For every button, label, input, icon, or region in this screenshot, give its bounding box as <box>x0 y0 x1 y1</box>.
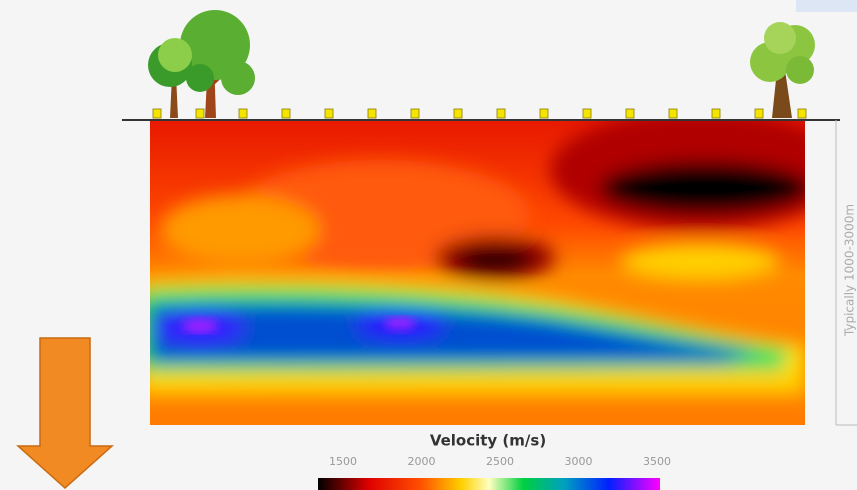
geophone <box>754 108 764 119</box>
geophone <box>711 108 721 119</box>
geophone <box>238 108 248 119</box>
depth-note: Typically 1000-3000m <box>843 204 857 337</box>
colorbar-tick-label: 3000 <box>565 455 593 468</box>
geophone <box>582 108 592 119</box>
geophone <box>324 108 334 119</box>
down-arrow <box>16 337 114 490</box>
geophone <box>410 108 420 119</box>
geophone <box>797 108 807 119</box>
tree-right <box>750 22 815 118</box>
geophone <box>195 108 205 119</box>
geophone <box>668 108 678 119</box>
colorbar-ticks: 1500 2000 2500 3000 3500 <box>329 455 671 468</box>
geophone <box>281 108 291 119</box>
colorbar-tick-label: 2500 <box>486 455 514 468</box>
geophone <box>453 108 463 119</box>
velocity-section <box>150 120 805 425</box>
geophone <box>496 108 506 119</box>
colorbar-tick-label: 2000 <box>408 455 436 468</box>
colorbar <box>318 478 660 490</box>
geophones <box>152 108 807 119</box>
geophone <box>539 108 549 119</box>
colorbar-tick-label: 3500 <box>643 455 671 468</box>
geophone <box>367 108 377 119</box>
geophone <box>625 108 635 119</box>
corner-tab <box>796 0 857 12</box>
geophone <box>152 108 162 119</box>
colorbar-label: Velocity (m/s) <box>430 432 546 450</box>
tree-left <box>148 10 255 118</box>
colorbar-tick-label: 1500 <box>329 455 357 468</box>
